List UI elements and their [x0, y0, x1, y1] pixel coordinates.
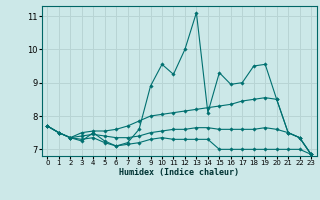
X-axis label: Humidex (Indice chaleur): Humidex (Indice chaleur) [119, 168, 239, 177]
